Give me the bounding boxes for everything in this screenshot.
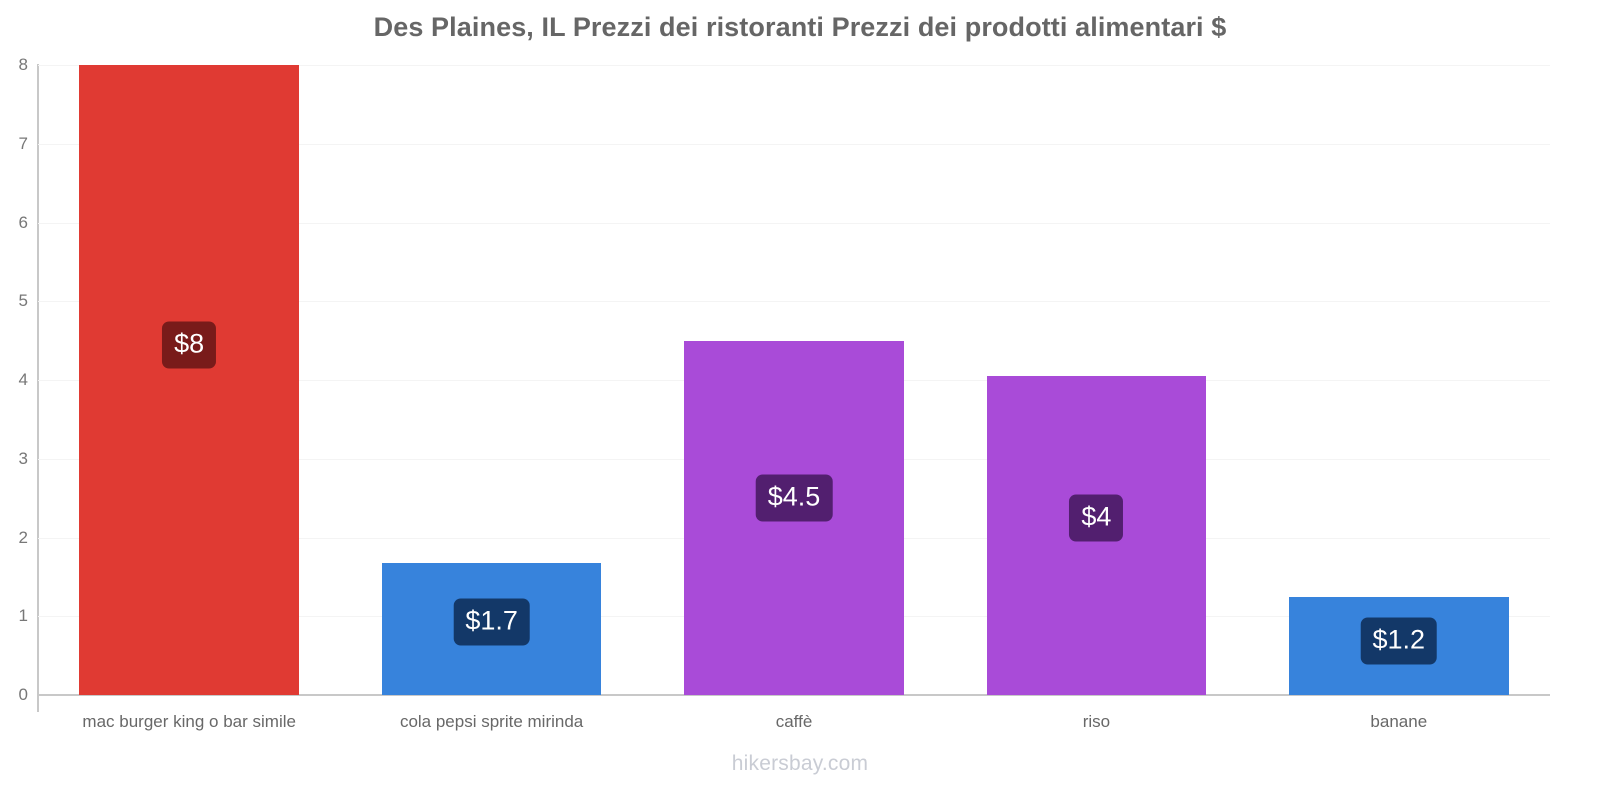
y-axis-tick-label: 7 xyxy=(18,134,28,153)
x-axis-category-label: banane xyxy=(1370,712,1428,731)
chart-title: Des Plaines, IL Prezzi dei ristoranti Pr… xyxy=(373,12,1227,42)
gridline xyxy=(38,144,1550,145)
x-axis-category-label: cola pepsi sprite mirinda xyxy=(399,712,584,731)
y-axis-tick-label: 5 xyxy=(18,291,28,310)
plot-area xyxy=(38,65,1550,695)
x-axis-category-label: riso xyxy=(1082,712,1111,731)
y-axis-tick-label: 6 xyxy=(18,213,28,232)
y-axis-tick-label: 3 xyxy=(18,449,28,468)
y-axis-tick-label: 0 xyxy=(18,685,28,704)
bar-value-label: $4 xyxy=(1069,494,1124,542)
y-axis-tick-label: 1 xyxy=(18,606,28,625)
x-axis-category-label: mac burger king o bar simile xyxy=(82,712,296,731)
bar-value-label: $8 xyxy=(162,321,217,369)
bar[interactable] xyxy=(79,65,299,695)
gridline xyxy=(38,301,1550,302)
watermark: hikersbay.com xyxy=(731,752,869,775)
y-axis-line xyxy=(37,64,39,712)
x-axis-category-label: caffè xyxy=(775,712,813,731)
bar-value-label: $1.2 xyxy=(1360,617,1438,665)
gridline xyxy=(38,223,1550,224)
bar-value-label: $1.7 xyxy=(453,598,530,646)
gridline xyxy=(38,65,1550,66)
y-axis-tick-label: 8 xyxy=(18,55,28,74)
x-axis-line xyxy=(38,694,1550,696)
y-axis-tick-label: 4 xyxy=(18,370,28,389)
bar-value-label: $4.5 xyxy=(755,474,833,522)
y-axis-tick-label: 2 xyxy=(18,528,28,547)
